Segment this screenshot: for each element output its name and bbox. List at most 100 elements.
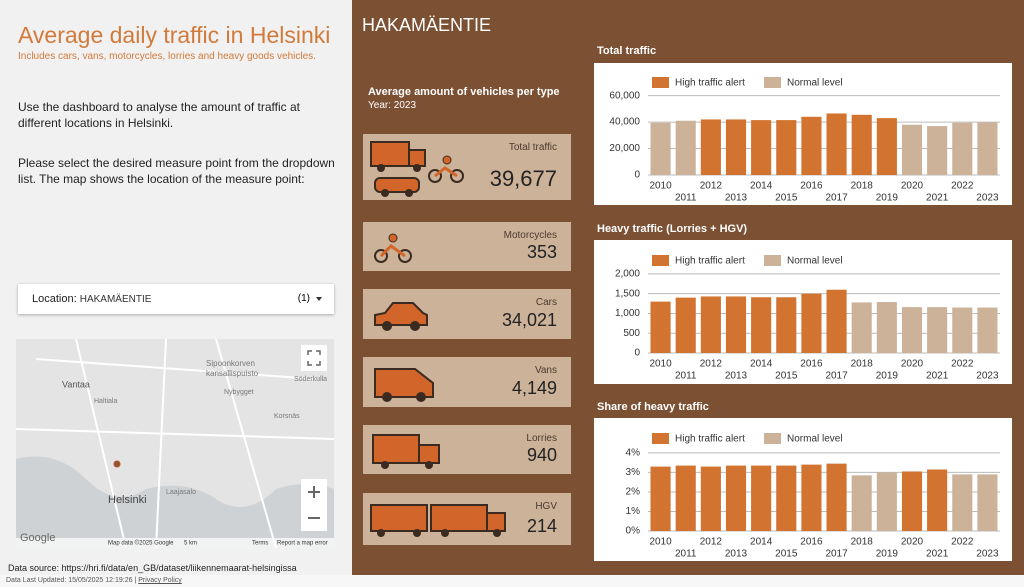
card-value: 214 bbox=[526, 516, 557, 536]
legend-label: Normal level bbox=[787, 78, 843, 89]
map-sea bbox=[16, 456, 334, 548]
x-tick-label: 2012 bbox=[700, 181, 723, 192]
card-label: HGV bbox=[535, 501, 557, 512]
legend-label: High traffic alert bbox=[675, 434, 745, 445]
dropdown-count: (1) bbox=[297, 293, 310, 304]
y-tick-label: 40,000 bbox=[609, 117, 640, 128]
icon bbox=[370, 504, 506, 537]
card-label: Total traffic bbox=[508, 142, 557, 153]
map-report[interactable]: Report a map error bbox=[277, 541, 328, 547]
card: Total traffic 39,677 bbox=[363, 134, 571, 200]
google-logo: Google bbox=[20, 532, 55, 544]
bar bbox=[751, 465, 772, 531]
bar bbox=[901, 124, 923, 175]
y-tick-label: 1,500 bbox=[615, 288, 640, 299]
icon bbox=[374, 368, 434, 402]
left-panel: Average daily traffic in Helsinki Includ… bbox=[0, 0, 352, 575]
last-updated: Data Last Updated: 15/05/2025 12:19:26 bbox=[6, 577, 133, 584]
map-label: Sipoonkorven bbox=[206, 359, 255, 368]
map-marker bbox=[113, 460, 121, 468]
map-label: Nybygget bbox=[224, 389, 254, 396]
legend-swatch bbox=[764, 433, 781, 444]
x-tick-label: 2016 bbox=[800, 181, 823, 192]
bar bbox=[977, 307, 998, 353]
bar bbox=[901, 307, 923, 353]
bar bbox=[650, 301, 671, 353]
y-tick-label: 0% bbox=[626, 526, 641, 537]
map[interactable]: Vantaa Sipoonkorven kansallispuisto Nyby… bbox=[16, 339, 334, 548]
x-tick-label: 2010 bbox=[649, 359, 672, 370]
bar bbox=[952, 307, 973, 353]
icon bbox=[370, 141, 464, 197]
bar bbox=[826, 113, 847, 175]
x-tick-label: 2015 bbox=[775, 371, 798, 382]
map-label: Laajasalo bbox=[166, 489, 196, 496]
x-tick-label: 2014 bbox=[750, 537, 773, 548]
bar bbox=[700, 119, 721, 175]
bar bbox=[801, 116, 822, 175]
bar bbox=[751, 120, 772, 175]
bar bbox=[675, 465, 696, 531]
zoom-icons bbox=[308, 486, 320, 519]
y-tick-label: 500 bbox=[623, 328, 640, 339]
x-tick-label: 2013 bbox=[725, 193, 748, 204]
dropdown-label: Location bbox=[32, 293, 74, 305]
location-dropdown[interactable]: Location: HAKAMÄENTIE (1) bbox=[18, 284, 334, 314]
x-tick-label: 2012 bbox=[700, 359, 723, 370]
y-tick-label: 0 bbox=[634, 348, 640, 359]
x-tick-label: 2020 bbox=[901, 181, 924, 192]
map-attribution-bar bbox=[16, 538, 334, 548]
y-tick-label: 2,000 bbox=[615, 269, 640, 280]
map-label: kansallispuisto bbox=[206, 369, 259, 378]
map-terms[interactable]: Terms bbox=[252, 541, 268, 547]
dropdown-value: HAKAMÄENTIE bbox=[79, 294, 152, 305]
card: Vans 4,149 bbox=[363, 357, 571, 407]
x-tick-label: 2011 bbox=[675, 549, 697, 560]
x-tick-label: 2023 bbox=[976, 371, 999, 382]
bar bbox=[927, 126, 948, 175]
x-tick-label: 2012 bbox=[700, 537, 723, 548]
vehicles-title: Average amount of vehicles per type bbox=[368, 86, 560, 98]
card-value: 4,149 bbox=[511, 378, 557, 398]
y-tick-label: 2% bbox=[626, 487, 641, 498]
x-tick-label: 2016 bbox=[800, 359, 823, 370]
subtitle: Includes cars, vans, motorcycles, lorrie… bbox=[18, 51, 316, 62]
x-tick-label: 2016 bbox=[800, 537, 823, 548]
bar bbox=[650, 466, 671, 531]
x-tick-label: 2021 bbox=[926, 371, 949, 382]
x-tick-label: 2023 bbox=[976, 549, 999, 560]
bar bbox=[952, 122, 973, 175]
y-tick-label: 3% bbox=[626, 467, 641, 478]
x-tick-label: 2017 bbox=[825, 193, 848, 204]
dropdown-colon: : bbox=[73, 293, 80, 305]
chart-title: Total traffic bbox=[597, 45, 656, 57]
bar bbox=[977, 474, 998, 531]
privacy-link[interactable]: Privacy Policy bbox=[138, 577, 182, 584]
bar bbox=[776, 297, 797, 353]
intro-text: Please select the desired measure point … bbox=[18, 156, 335, 186]
fullscreen-button[interactable] bbox=[301, 345, 327, 371]
x-tick-label: 2022 bbox=[951, 359, 974, 370]
bar bbox=[725, 119, 747, 175]
x-tick-label: 2021 bbox=[926, 549, 949, 560]
x-tick-label: 2018 bbox=[851, 359, 874, 370]
bar bbox=[876, 118, 897, 175]
x-tick-label: 2018 bbox=[851, 181, 874, 192]
chart-title: Share of heavy traffic bbox=[597, 401, 709, 413]
bar bbox=[826, 463, 847, 531]
footer: Data Last Updated: 15/05/2025 12:19:26 |… bbox=[0, 575, 1024, 587]
y-tick-label: 20,000 bbox=[609, 143, 640, 154]
x-tick-label: 2019 bbox=[876, 193, 899, 204]
data-source: Data source: https://hri.fi/data/en_GB/d… bbox=[8, 563, 297, 573]
bar bbox=[700, 296, 721, 353]
legend-label: High traffic alert bbox=[675, 78, 745, 89]
x-tick-label: 2019 bbox=[876, 371, 899, 382]
bar bbox=[675, 297, 696, 353]
map-label: Korsnäs bbox=[274, 413, 300, 420]
card-value: 34,021 bbox=[501, 310, 557, 330]
card-label: Lorries bbox=[526, 433, 557, 444]
legend-swatch bbox=[764, 77, 781, 88]
bar bbox=[851, 114, 872, 175]
